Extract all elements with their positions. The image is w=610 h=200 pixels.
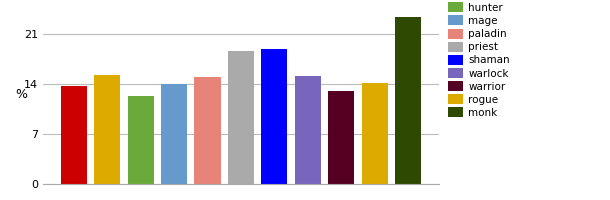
Bar [61, 86, 87, 184]
Bar [228, 51, 254, 184]
Y-axis label: %: % [15, 88, 27, 102]
Bar [195, 77, 221, 184]
Bar [295, 76, 321, 184]
Bar [127, 96, 154, 184]
Bar [161, 84, 187, 184]
Bar [94, 75, 120, 184]
Legend: hunter, mage, paladin, priest, shaman, warlock, warrior, rogue, monk: hunter, mage, paladin, priest, shaman, w… [448, 2, 510, 118]
Bar [395, 17, 421, 184]
Bar [328, 91, 354, 184]
Bar [362, 83, 388, 184]
Bar [261, 49, 287, 184]
